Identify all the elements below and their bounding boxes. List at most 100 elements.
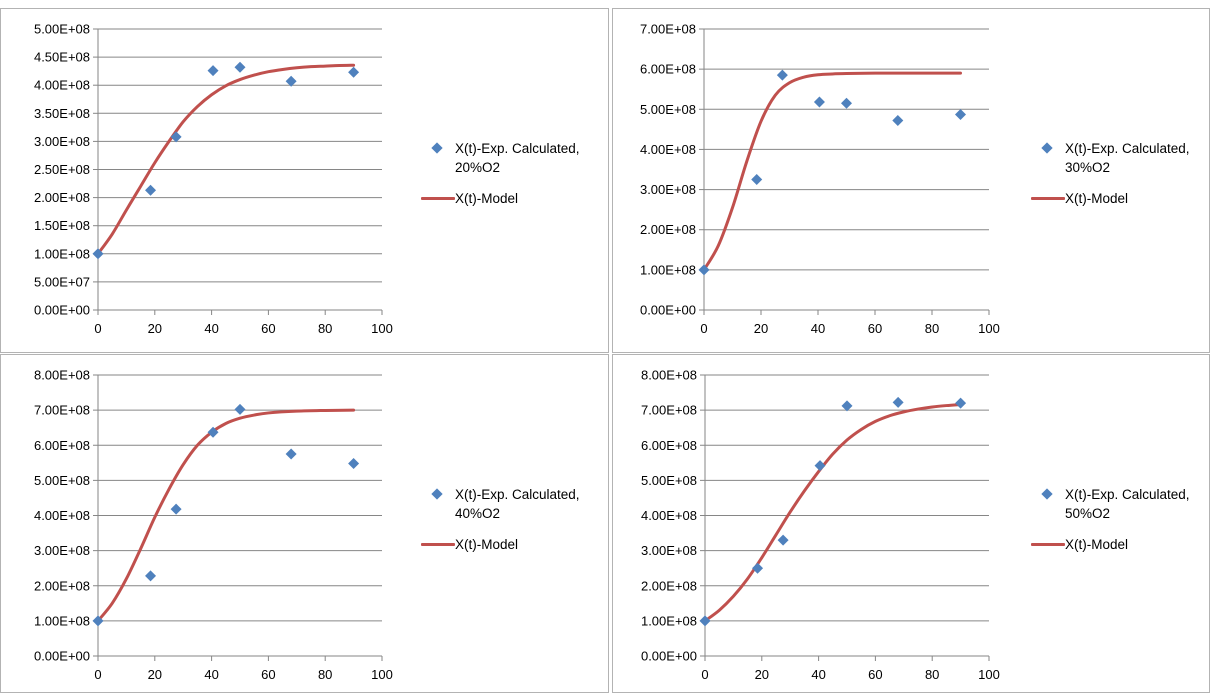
x-tick-label: 60 (261, 321, 275, 336)
chart-legend: X(t)-Exp. Calculated, 30%O2 X(t)-Model (1031, 139, 1210, 220)
legend-label-model: X(t)-Model (1065, 191, 1129, 206)
y-tick-label: 5.00E+07 (34, 274, 90, 289)
data-point (170, 131, 182, 143)
data-point (751, 174, 763, 186)
legend-label-line2: 40%O2 (455, 506, 501, 521)
data-point (776, 69, 788, 81)
legend-label-line1: X(t)-Exp. Calculated, (1065, 141, 1190, 156)
chart-svg: 0.00E+00 1.00E+08 2.00E+08 3.00E+08 4.00E+08… (34, 368, 393, 683)
y-tick-label: 3.00E+08 (34, 134, 90, 149)
data-point (234, 61, 246, 73)
legend-label-exp: X(t)-Exp. Calculated, 30%O2 (1065, 139, 1190, 177)
data-point (348, 458, 360, 470)
y-tick-label: 2.00E+08 (34, 578, 90, 593)
y-tick-label: 3.50E+08 (34, 106, 90, 121)
y-tick-label: 8.00E+08 (641, 368, 697, 383)
y-tick-label: 5.00E+08 (34, 473, 90, 488)
legend-label-exp: X(t)-Exp. Calculated, 50%O2 (1065, 485, 1190, 523)
y-tick-label: 7.00E+08 (34, 403, 90, 418)
y-tick-label: 6.00E+08 (34, 438, 90, 453)
chart-svg: 0.00E+00 1.00E+08 2.00E+08 3.00E+08 4.00E+08… (640, 22, 1000, 337)
x-tick-label: 80 (925, 321, 939, 336)
legend-label-exp: X(t)-Exp. Calculated, 40%O2 (455, 485, 580, 523)
legend-item-exp: X(t)-Exp. Calculated, 40%O2 (421, 485, 601, 523)
chart-svg: 0.00E+00 5.00E+07 1.00E+08 1.50E+08 2.00E+08… (34, 22, 393, 337)
x-tick-label: 0 (701, 667, 708, 682)
x-tick-label: 80 (925, 667, 939, 682)
x-tick-label: 0 (94, 321, 101, 336)
diamond-marker-icon (1031, 139, 1065, 157)
legend-item-model: X(t)-Model (421, 189, 601, 208)
model-curve (96, 63, 356, 256)
chart-legend: X(t)-Exp. Calculated, 50%O2 X(t)-Model (1031, 485, 1210, 566)
data-point (777, 534, 789, 546)
y-tick-label: 2.50E+08 (34, 162, 90, 177)
y-tick-label: 4.00E+08 (34, 78, 90, 93)
y-tick-label: 1.00E+08 (640, 262, 696, 277)
y-tick-label: 4.00E+08 (640, 142, 696, 157)
y-tick-label: 7.00E+08 (640, 22, 696, 37)
y-tick-label: 2.00E+08 (641, 578, 697, 593)
legend-label-line1: X(t)-Exp. Calculated, (1065, 487, 1190, 502)
y-tick-label: 0.00E+00 (641, 649, 697, 664)
data-point (699, 615, 711, 627)
x-tick-label: 100 (371, 667, 393, 682)
legend-label-line2: 50%O2 (1065, 506, 1111, 521)
y-tick-label: 1.00E+08 (641, 613, 697, 628)
y-tick-label: 3.00E+08 (641, 543, 697, 558)
legend-item-model: X(t)-Model (421, 535, 601, 554)
data-point (814, 460, 826, 472)
x-tick-label: 20 (148, 667, 162, 682)
legend-item-exp: X(t)-Exp. Calculated, 20%O2 (421, 139, 601, 177)
y-tick-label: 6.00E+08 (641, 438, 697, 453)
data-point (841, 400, 853, 412)
data-point (348, 66, 360, 78)
y-tick-label: 4.00E+08 (641, 508, 697, 523)
data-point (955, 109, 966, 121)
legend-label-model: X(t)-Model (1065, 537, 1129, 552)
line-marker-icon (421, 189, 455, 207)
y-tick-label: 4.00E+08 (34, 508, 90, 523)
chart-svg: 0.00E+00 1.00E+08 2.00E+08 3.00E+08 4.00E+08… (641, 368, 1000, 683)
y-tick-label: 1.50E+08 (34, 218, 90, 233)
x-tick-label: 20 (754, 321, 768, 336)
x-tick-label: 0 (94, 667, 101, 682)
legend-label-model: X(t)-Model (455, 537, 519, 552)
data-point (285, 448, 297, 460)
x-tick-label: 80 (318, 321, 332, 336)
legend-label-model: X(t)-Model (455, 191, 519, 206)
line-marker-icon (1031, 189, 1065, 207)
y-tick-label: 8.00E+08 (34, 368, 90, 383)
x-tick-label: 40 (811, 667, 825, 682)
y-tick-label: 3.00E+08 (34, 543, 90, 558)
data-point (207, 426, 219, 438)
data-point (813, 96, 825, 108)
model-curve (703, 403, 963, 623)
y-tick-label: 4.50E+08 (34, 50, 90, 65)
x-tick-label: 40 (811, 321, 825, 336)
x-tick-label: 40 (204, 321, 218, 336)
y-tick-label: 2.00E+08 (640, 222, 696, 237)
y-tick-label: 5.00E+08 (640, 102, 696, 117)
chart-panel-bottom-left: 0.00E+00 1.00E+08 2.00E+08 3.00E+08 4.00E+08… (0, 354, 609, 693)
diamond-marker-icon (1031, 485, 1065, 503)
x-tick-label: 20 (755, 667, 769, 682)
diamond-marker-icon (421, 485, 455, 503)
chart-panel-top-right: 0.00E+00 1.00E+08 2.00E+08 3.00E+08 4.00E+08… (612, 8, 1210, 353)
y-tick-label: 1.00E+08 (34, 246, 90, 261)
line-marker-icon (1031, 535, 1065, 553)
legend-item-exp: X(t)-Exp. Calculated, 30%O2 (1031, 139, 1210, 177)
x-tick-label: 60 (261, 667, 275, 682)
data-point (170, 503, 182, 515)
y-tick-label: 3.00E+08 (640, 182, 696, 197)
data-point (752, 562, 764, 574)
legend-label-line1: X(t)-Exp. Calculated, (455, 141, 580, 156)
data-point (92, 615, 104, 627)
y-tick-label: 6.00E+08 (640, 62, 696, 77)
data-point (145, 184, 157, 196)
y-tick-label: 0.00E+00 (34, 649, 90, 664)
y-tick-label: 7.00E+08 (641, 403, 697, 418)
data-point (892, 396, 904, 408)
data-point (207, 65, 219, 77)
chart-panel-bottom-right: 0.00E+00 1.00E+08 2.00E+08 3.00E+08 4.00E+08… (612, 354, 1210, 693)
